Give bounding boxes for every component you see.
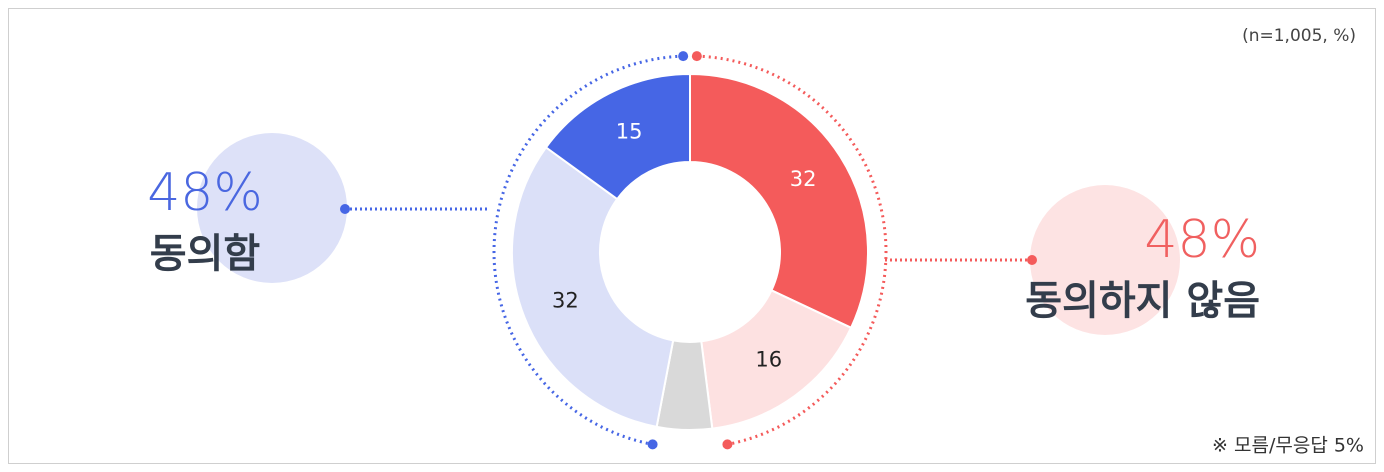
group-percent: 48% (147, 163, 263, 223)
donut-segment (700, 288, 853, 430)
group-name: 동의하지 않음 (1025, 278, 1260, 324)
connector-dot (340, 204, 350, 214)
group-name: 동의함 (150, 231, 261, 277)
data-label: 32 (552, 288, 579, 312)
guide-dot (691, 51, 702, 62)
sample-note: (n=1,005, %) (1242, 26, 1356, 46)
donut-segment (544, 72, 691, 201)
donut-segment (689, 72, 869, 330)
group-bubble (197, 133, 347, 283)
group-bubble (1030, 185, 1180, 335)
group-percent: 48% (1144, 210, 1260, 270)
footnote: ※ 모름/무응답 5% (1212, 435, 1364, 457)
data-label: 16 (755, 347, 782, 371)
donut-segment (511, 145, 675, 429)
guide-dot (678, 51, 689, 62)
guide-dot (722, 439, 733, 450)
data-label: 15 (616, 120, 643, 144)
connector-dot (1027, 255, 1037, 265)
data-label: 32 (790, 167, 817, 191)
guide-dot (647, 439, 658, 450)
